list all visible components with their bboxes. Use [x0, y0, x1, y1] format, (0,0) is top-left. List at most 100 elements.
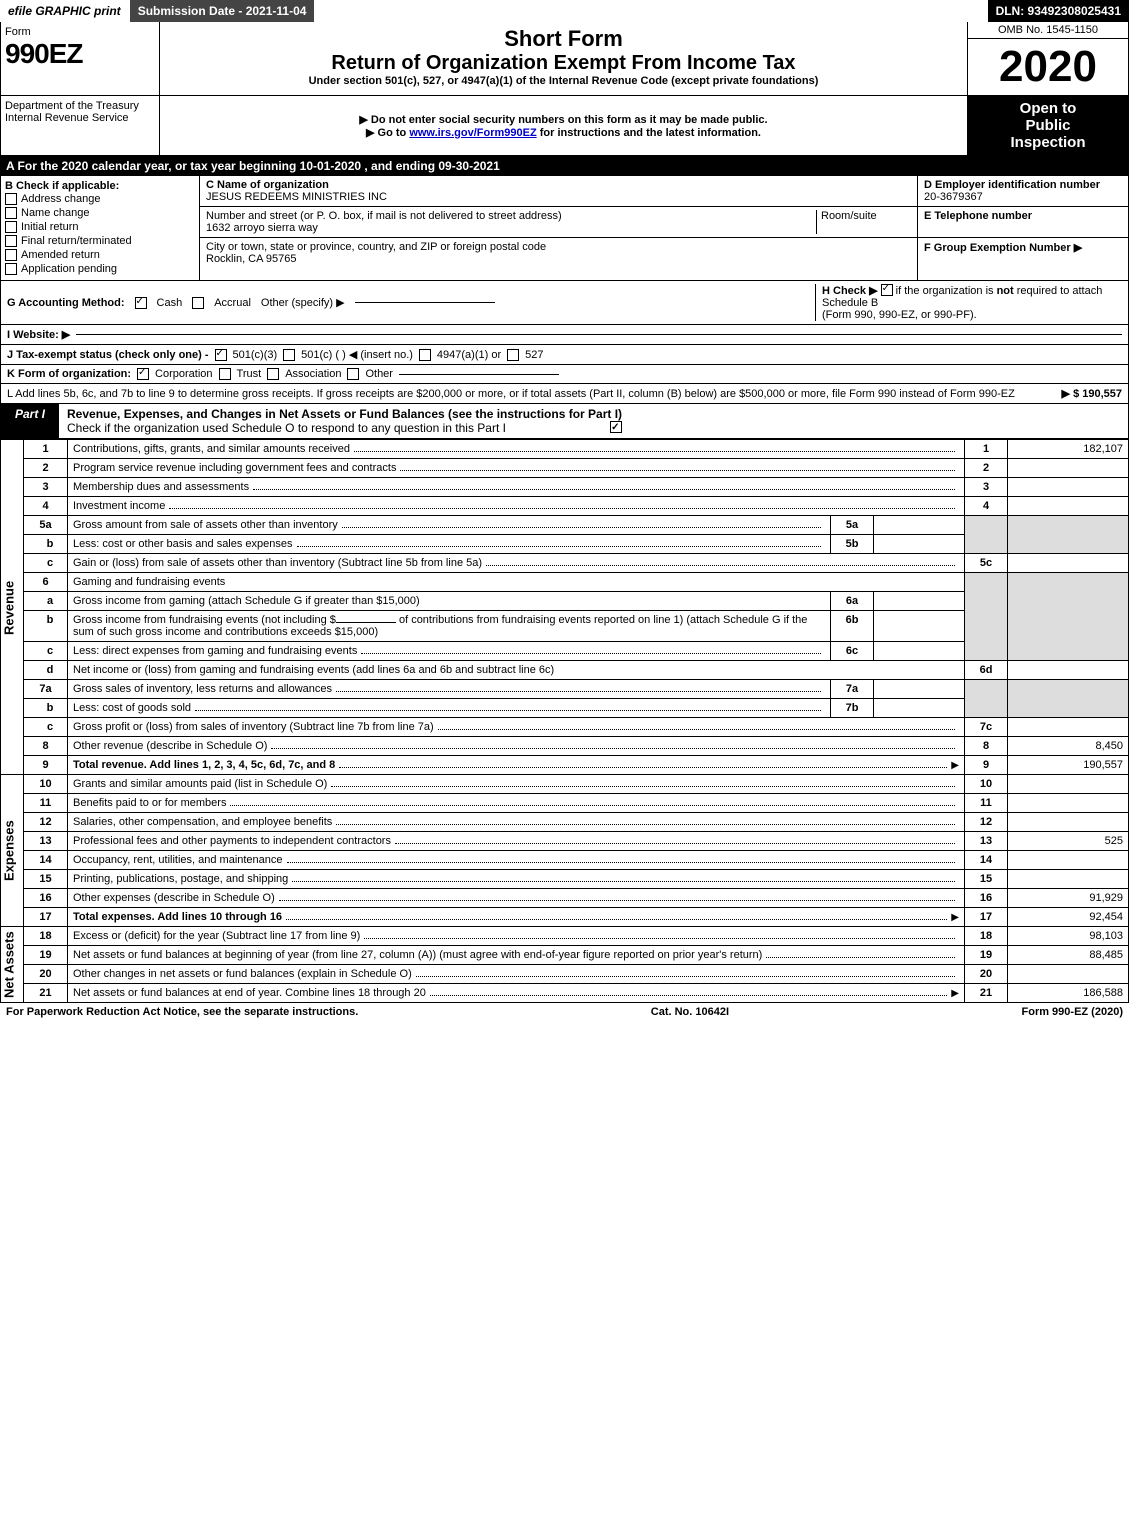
chk-cash[interactable] [135, 297, 147, 309]
r7b-desc: Less: cost of goods sold [73, 702, 191, 714]
r5ab-shade-ln [965, 516, 1008, 554]
r14-num: 14 [24, 851, 68, 870]
instr-goto-pre: ▶ Go to [366, 127, 409, 139]
row-14: 14 Occupancy, rent, utilities, and maint… [1, 851, 1129, 870]
chk-accrual[interactable] [192, 297, 204, 309]
r18-num: 18 [24, 927, 68, 946]
org-form-row: K Form of organization: Corporation Trus… [0, 365, 1129, 384]
l-amount: ▶ $ 190,557 [1062, 387, 1122, 400]
r9-val: 190,557 [1008, 756, 1129, 775]
row-3: 3 Membership dues and assessments 3 [1, 478, 1129, 497]
r6b-blank[interactable] [336, 622, 396, 623]
r1-val: 182,107 [1008, 440, 1129, 459]
r6abc-shade-ln [965, 573, 1008, 661]
row-7a: 7a Gross sales of inventory, less return… [1, 680, 1129, 699]
r15-val [1008, 870, 1129, 889]
open-line1: Open to [972, 100, 1124, 117]
irs-link[interactable]: www.irs.gov/Form990EZ [409, 127, 536, 139]
r6a-mv [874, 592, 965, 611]
lbl-accrual: Accrual [214, 297, 251, 309]
r17-desc: Total expenses. Add lines 10 through 16 [73, 911, 282, 923]
row-19: 19 Net assets or fund balances at beginn… [1, 946, 1129, 965]
website-line[interactable] [76, 334, 1122, 335]
open-to-public: Open to Public Inspection [968, 96, 1128, 155]
r13-desc: Professional fees and other payments to … [73, 835, 391, 847]
r3-num: 3 [24, 478, 68, 497]
org-city-block: City or town, state or province, country… [200, 238, 917, 268]
r15-desc: Printing, publications, postage, and shi… [73, 873, 288, 885]
r4-desc: Investment income [73, 500, 165, 512]
dept-row: Department of the Treasury Internal Reve… [0, 96, 1129, 156]
chk-527[interactable] [507, 349, 519, 361]
r5b-num: b [24, 535, 68, 554]
top-bar: efile GRAPHIC print Submission Date - 20… [0, 0, 1129, 22]
open-line2: Public [972, 117, 1124, 134]
h-text3: (Form 990, 990-EZ, or 990-PF). [822, 309, 977, 321]
r12-ln: 12 [965, 813, 1008, 832]
r7a-desc: Gross sales of inventory, less returns a… [73, 683, 332, 695]
i-label: I Website: ▶ [7, 328, 70, 341]
r18-ln: 18 [965, 927, 1008, 946]
part1-title: Revenue, Expenses, and Changes in Net As… [59, 404, 630, 438]
lbl-name: Name change [21, 207, 90, 219]
lbl-assoc: Association [285, 368, 341, 380]
chk-501c[interactable] [283, 349, 295, 361]
row-10: Expenses 10 Grants and similar amounts p… [1, 775, 1129, 794]
r2-num: 2 [24, 459, 68, 478]
d-label: D Employer identification number [924, 179, 1122, 191]
row-12: 12 Salaries, other compensation, and emp… [1, 813, 1129, 832]
chk-other-org[interactable] [347, 368, 359, 380]
r5a-mv [874, 516, 965, 535]
r2-val [1008, 459, 1129, 478]
year-box: OMB No. 1545-1150 2020 [967, 22, 1128, 95]
r6c-mc: 6c [831, 642, 874, 661]
chk-h[interactable] [881, 284, 893, 296]
row-7b: b Less: cost of goods sold 7b [1, 699, 1129, 718]
r5a-mc: 5a [831, 516, 874, 535]
r19-num: 19 [24, 946, 68, 965]
chk-assoc[interactable] [267, 368, 279, 380]
r3-desc: Membership dues and assessments [73, 481, 249, 493]
r5c-val [1008, 554, 1129, 573]
r21-desc: Net assets or fund balances at end of ye… [73, 987, 426, 999]
chk-4947[interactable] [419, 349, 431, 361]
other-org-line[interactable] [399, 374, 559, 375]
g-label: G Accounting Method: [7, 297, 125, 309]
other-specify-line[interactable] [355, 302, 495, 303]
r11-desc: Benefits paid to or for members [73, 797, 226, 809]
efile-print-button[interactable]: efile GRAPHIC print [0, 0, 130, 22]
chk-pending[interactable] [5, 263, 17, 275]
instruction-goto: ▶ Go to www.irs.gov/Form990EZ for instru… [164, 126, 963, 139]
chk-address[interactable] [5, 193, 17, 205]
chk-amended[interactable] [5, 249, 17, 261]
chk-final[interactable] [5, 235, 17, 247]
lbl-initial: Initial return [21, 221, 78, 233]
row-5c: c Gain or (loss) from sale of assets oth… [1, 554, 1129, 573]
netassets-side-label: Net Assets [1, 927, 24, 1003]
chk-initial[interactable] [5, 221, 17, 233]
r7ab-shade-ln [965, 680, 1008, 718]
r16-val: 91,929 [1008, 889, 1129, 908]
chk-trust[interactable] [219, 368, 231, 380]
chk-name[interactable] [5, 207, 17, 219]
part1-tab: Part I [1, 404, 59, 438]
row-18: Net Assets 18 Excess or (deficit) for th… [1, 927, 1129, 946]
r5b-mc: 5b [831, 535, 874, 554]
r20-val [1008, 965, 1129, 984]
r4-val [1008, 497, 1129, 516]
check-if-applicable-col: B Check if applicable: Address change Na… [1, 176, 200, 280]
form-number-box: Form 990EZ [1, 22, 160, 95]
dept-irs: Internal Revenue Service [5, 112, 155, 124]
row-6a: a Gross income from gaming (attach Sched… [1, 592, 1129, 611]
tax-year: 2020 [968, 39, 1128, 95]
footer-pra: For Paperwork Reduction Act Notice, see … [6, 1006, 358, 1018]
main-title: Return of Organization Exempt From Incom… [164, 52, 963, 75]
phone-block: E Telephone number [918, 207, 1128, 238]
form-header: Form 990EZ Short Form Return of Organiza… [0, 22, 1129, 96]
r12-num: 12 [24, 813, 68, 832]
chk-schedule-o[interactable] [610, 421, 622, 433]
r3-val [1008, 478, 1129, 497]
chk-501c3[interactable] [215, 349, 227, 361]
chk-corp[interactable] [137, 368, 149, 380]
lbl-pending: Application pending [21, 263, 117, 275]
